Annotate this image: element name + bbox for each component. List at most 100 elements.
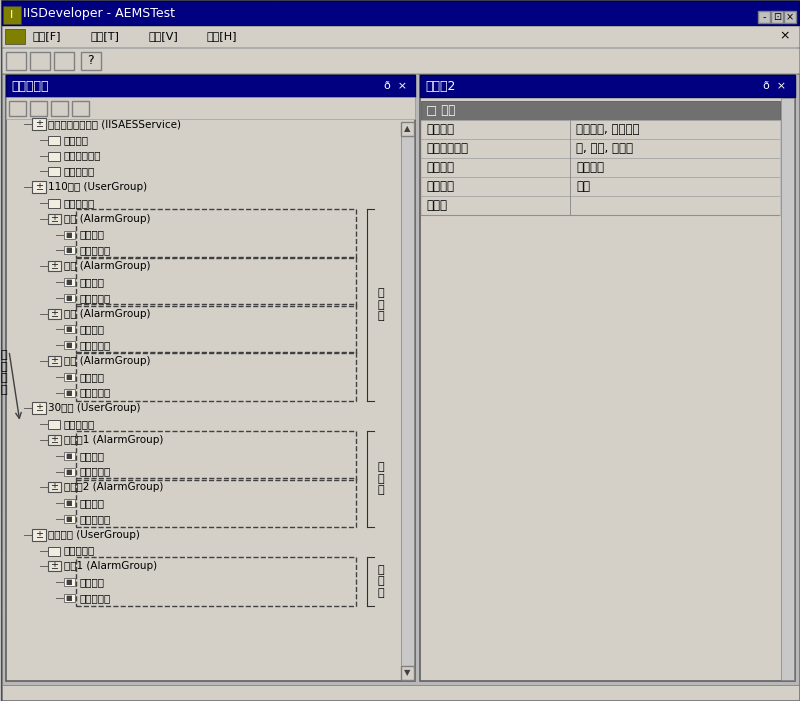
Bar xyxy=(771,11,783,23)
Bar xyxy=(51,101,68,116)
Bar xyxy=(64,499,75,508)
Text: 状态改变设置: 状态改变设置 xyxy=(426,142,469,155)
Text: ■: ■ xyxy=(66,295,72,301)
Bar xyxy=(402,122,414,136)
Bar xyxy=(2,1,799,25)
Text: 事件类型: 事件类型 xyxy=(426,123,454,136)
Bar xyxy=(6,52,26,70)
Text: ▲: ▲ xyxy=(404,125,410,133)
Bar xyxy=(76,257,355,306)
Text: ±: ± xyxy=(50,261,58,271)
Bar xyxy=(76,557,355,606)
Text: 过滤设置: 过滤设置 xyxy=(80,577,105,587)
Text: 变电站2 (AlarmGroup): 变电站2 (AlarmGroup) xyxy=(64,482,163,492)
Text: ±: ± xyxy=(35,403,43,414)
Text: ±: ± xyxy=(35,182,43,192)
Text: 用户组成员: 用户组成员 xyxy=(64,419,95,429)
Text: 过滤设置: 过滤设置 xyxy=(80,325,105,334)
Text: 虚拟量测点: 虚拟量测点 xyxy=(80,340,111,350)
Text: 遥控 (AlarmGroup): 遥控 (AlarmGroup) xyxy=(64,308,150,318)
Bar xyxy=(48,420,60,429)
Text: ×: × xyxy=(786,12,794,22)
Bar xyxy=(422,101,780,120)
Bar xyxy=(402,122,414,680)
Bar xyxy=(32,118,46,130)
Text: ■: ■ xyxy=(66,279,72,285)
Bar xyxy=(6,75,415,97)
Bar xyxy=(402,666,414,680)
Bar xyxy=(2,48,799,73)
Bar xyxy=(76,430,355,479)
Bar xyxy=(32,181,46,193)
Text: 过滤条件: 过滤条件 xyxy=(426,161,454,174)
Bar xyxy=(48,151,60,161)
Text: ±: ± xyxy=(50,482,58,492)
Text: 虚拟量测点: 虚拟量测点 xyxy=(80,467,111,477)
Text: ■: ■ xyxy=(66,390,72,395)
Bar xyxy=(81,52,101,70)
Text: -: - xyxy=(762,12,766,22)
Text: 高, 高高, 变化率: 高, 高高, 变化率 xyxy=(576,142,634,155)
Bar xyxy=(32,402,46,414)
Text: 虚拟量测点: 虚拟量测点 xyxy=(80,293,111,303)
Text: 过滤设置: 过滤设置 xyxy=(80,277,105,287)
Bar xyxy=(2,685,799,700)
Text: ■: ■ xyxy=(66,516,72,522)
Bar xyxy=(422,196,780,215)
Text: ▼: ▼ xyxy=(404,669,410,677)
Text: 虚拟量测点: 虚拟量测点 xyxy=(80,245,111,255)
Bar xyxy=(48,136,60,145)
Bar xyxy=(32,529,46,540)
Bar xyxy=(422,158,780,177)
Text: ±: ± xyxy=(50,435,58,445)
Bar xyxy=(421,75,795,681)
Text: 虚拟量测点: 虚拟量测点 xyxy=(80,388,111,397)
Bar xyxy=(64,468,75,475)
Bar xyxy=(758,11,770,23)
Bar xyxy=(64,388,75,397)
Bar xyxy=(781,98,794,680)
Text: 告
警
组: 告 警 组 xyxy=(378,565,384,598)
Bar xyxy=(30,101,47,116)
Text: 按优先级: 按优先级 xyxy=(576,161,604,174)
Bar xyxy=(64,578,75,586)
Text: ⊡: ⊡ xyxy=(773,12,781,22)
Text: ±: ± xyxy=(35,530,43,540)
Text: 变电站1 (AlarmGroup): 变电站1 (AlarmGroup) xyxy=(64,435,163,445)
Text: 普通: 普通 xyxy=(576,180,590,193)
Bar xyxy=(2,26,799,47)
Text: ð  ×: ð × xyxy=(763,81,786,91)
Text: 虚拟量测点: 虚拟量测点 xyxy=(64,166,95,177)
Text: ð  ×: ð × xyxy=(383,81,406,91)
Text: ×: × xyxy=(780,29,790,43)
Bar xyxy=(76,304,355,353)
Text: 工具[T]: 工具[T] xyxy=(91,31,120,41)
Bar xyxy=(64,452,75,460)
Bar xyxy=(64,294,75,302)
Text: I: I xyxy=(10,10,14,20)
Text: 虚拟量测点: 虚拟量测点 xyxy=(80,514,111,524)
Bar xyxy=(48,308,61,318)
Bar xyxy=(422,139,780,158)
Text: IISDeveloper - AEMSTest: IISDeveloper - AEMSTest xyxy=(23,6,175,20)
Text: 报警级别: 报警级别 xyxy=(426,180,454,193)
Text: ?: ? xyxy=(87,55,94,67)
Text: 部署对象: 部署对象 xyxy=(64,135,89,145)
Bar xyxy=(48,562,61,571)
Text: 过滤设置: 过滤设置 xyxy=(80,451,105,461)
Text: ■: ■ xyxy=(66,247,72,253)
Text: ±: ± xyxy=(50,308,58,318)
Bar xyxy=(64,341,75,349)
Text: 用户组成员: 用户组成员 xyxy=(64,545,95,556)
Text: 状态改变, 定值改变: 状态改变, 定值改变 xyxy=(576,123,640,136)
Bar xyxy=(421,75,795,97)
Text: 用户组成员: 用户组成员 xyxy=(64,198,95,208)
Text: ■: ■ xyxy=(66,453,72,458)
Text: 帮助[H]: 帮助[H] xyxy=(206,31,238,41)
Text: ±: ± xyxy=(35,119,43,129)
Bar xyxy=(3,6,21,24)
Text: 过滤设置: 过滤设置 xyxy=(80,372,105,382)
Text: ■: ■ xyxy=(66,501,72,506)
Text: ■: ■ xyxy=(66,374,72,380)
Text: 110千伏 (UserGroup): 110千伏 (UserGroup) xyxy=(48,182,147,192)
